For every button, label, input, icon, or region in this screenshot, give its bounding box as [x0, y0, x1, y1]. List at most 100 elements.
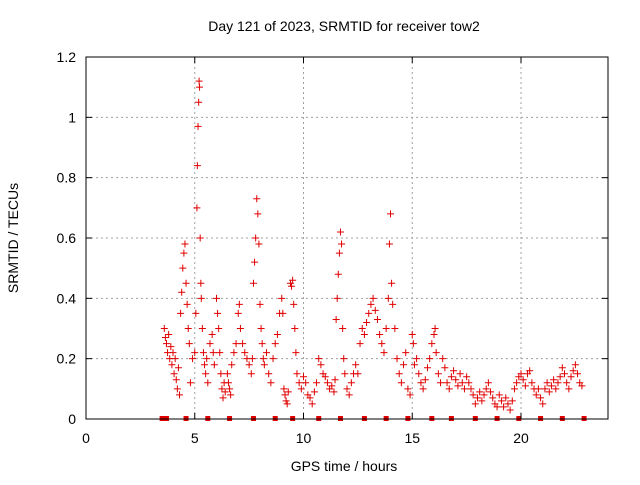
data-point: [356, 340, 364, 348]
x-tick-label: 20: [513, 430, 529, 446]
data-point: [369, 294, 377, 302]
data-point: [185, 340, 193, 348]
data-point: [215, 325, 223, 332]
data-point: [210, 361, 218, 369]
data-point: [334, 270, 342, 278]
data-point: [182, 279, 190, 287]
data-point: [247, 370, 255, 378]
data-point: [406, 391, 414, 399]
data-point: [191, 349, 199, 357]
data-point: [400, 361, 408, 369]
data-point: [428, 340, 436, 348]
data-point: [217, 370, 225, 378]
data-point: [258, 340, 266, 348]
data-point: [230, 349, 238, 357]
data-point: [281, 391, 289, 399]
data-point: [373, 315, 381, 323]
data-point: [315, 355, 323, 363]
data-point: [495, 391, 503, 399]
data-point: [502, 394, 510, 402]
data-point: [219, 394, 227, 402]
data-point: [441, 364, 449, 372]
data-point: [248, 355, 256, 363]
y-tick-label: 0.2: [57, 351, 77, 367]
x-tick-label: 0: [82, 430, 90, 446]
data-point: [567, 373, 575, 381]
data-point: [336, 228, 344, 236]
data-point: [255, 240, 263, 248]
data-point: [288, 282, 296, 290]
data-point: [196, 83, 204, 91]
x-tick-label: 10: [296, 430, 312, 446]
data-point: [283, 400, 291, 408]
data-point: [426, 355, 434, 363]
data-point: [447, 373, 455, 381]
data-point: [480, 391, 488, 399]
data-point: [415, 370, 423, 378]
data-point: [565, 385, 573, 393]
data-point: [209, 349, 217, 357]
data-point: [382, 325, 390, 332]
data-point: [165, 331, 173, 339]
data-point: [235, 300, 243, 308]
data-point: [391, 325, 399, 332]
data-point: [289, 276, 297, 284]
data-point: [224, 379, 232, 387]
data-point: [317, 361, 325, 369]
data-point: [176, 391, 184, 399]
data-point: [273, 331, 281, 339]
y-tick-label: 0.4: [57, 290, 77, 306]
data-point: [201, 361, 209, 369]
data-point: [532, 391, 540, 399]
data-point: [393, 355, 401, 363]
data-point: [197, 294, 205, 302]
data-point: [554, 379, 562, 387]
data-point: [352, 361, 360, 369]
data-point: [253, 195, 261, 203]
data-point: [452, 376, 460, 384]
data-point: [218, 385, 226, 393]
y-axis-ticks: 0 0.2 0.4 0.6 0.8 1 1.2: [57, 49, 608, 427]
data-point: [177, 309, 185, 317]
data-point: [245, 361, 253, 369]
data-points: [159, 77, 587, 421]
data-point: [234, 309, 242, 317]
data-point: [574, 370, 582, 378]
data-point: [335, 249, 343, 257]
data-point: [203, 355, 211, 363]
data-point: [534, 385, 542, 393]
data-point: [173, 385, 181, 393]
data-point: [458, 379, 466, 387]
data-point: [162, 340, 170, 348]
data-point: [543, 379, 551, 387]
data-point: [465, 379, 473, 387]
data-point: [360, 331, 368, 339]
x-axis-label: GPS time / hours: [291, 458, 398, 474]
data-point: [291, 325, 299, 332]
data-point: [578, 382, 586, 390]
data-point: [189, 355, 197, 363]
data-point: [528, 379, 536, 387]
data-point: [278, 294, 286, 302]
data-point: [300, 373, 307, 381]
data-point: [169, 349, 177, 357]
data-point: [236, 325, 244, 332]
data-point: [339, 325, 347, 332]
data-point: [257, 325, 265, 332]
data-point: [295, 379, 303, 387]
data-point: [397, 379, 405, 387]
data-point: [290, 300, 298, 308]
data-point: [402, 349, 410, 357]
data-point: [508, 397, 516, 405]
data-point: [330, 388, 338, 396]
data-point: [347, 379, 355, 387]
data-point: [489, 394, 497, 402]
data-point: [469, 391, 477, 399]
data-point: [471, 400, 479, 408]
data-point: [413, 355, 421, 363]
data-point: [292, 349, 300, 357]
data-point: [500, 403, 508, 411]
data-point: [541, 385, 549, 393]
